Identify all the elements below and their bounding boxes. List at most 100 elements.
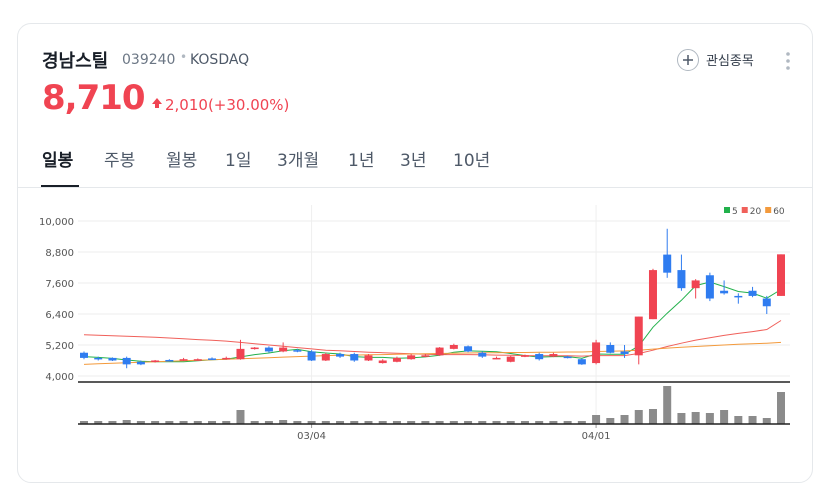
volume-bar [691, 412, 700, 424]
volume-bar [151, 421, 160, 424]
volume-bar [634, 410, 643, 424]
volume-bar [421, 421, 430, 424]
volume-bar [478, 421, 487, 424]
y-tick-label: 4,000 [45, 372, 74, 383]
candle-body [307, 351, 316, 361]
candle-body [364, 355, 373, 361]
candle-body [478, 352, 487, 357]
candle-body [748, 290, 757, 296]
watch-button[interactable]: 관심종목 [706, 54, 754, 69]
tab[interactable]: 3개월 [277, 151, 320, 171]
volume-bar [250, 421, 259, 424]
candle-body [620, 351, 629, 355]
y-tick-label: 5,200 [45, 341, 74, 352]
y-tick-label: 7,600 [45, 279, 74, 290]
tab[interactable]: 1년 [348, 151, 375, 171]
volume-bar [193, 421, 202, 424]
volume-bar [592, 415, 601, 424]
candle-body [435, 347, 444, 356]
ma-line [83, 281, 782, 363]
volume-bar [563, 421, 572, 424]
candle-body [677, 270, 686, 289]
candle-body [378, 360, 387, 364]
candle-body [279, 347, 288, 352]
volume-bar [108, 421, 117, 424]
volume-bar [80, 421, 88, 424]
candle-body [293, 350, 302, 352]
tab[interactable]: 10년 [453, 151, 491, 171]
candle-body [577, 359, 586, 365]
volume-bar [663, 386, 672, 424]
candle-body [136, 361, 145, 365]
candle-body [549, 354, 558, 357]
candle-body [122, 357, 131, 365]
volume-bar [350, 421, 359, 424]
volume-bar [293, 421, 302, 424]
tab[interactable]: 주봉 [104, 151, 136, 171]
candle-body [321, 354, 330, 361]
candle-body [151, 360, 160, 362]
candle-body [535, 354, 544, 360]
volume-bar [620, 415, 629, 424]
tab[interactable]: 일봉 [42, 151, 74, 171]
volume-bar [520, 421, 529, 424]
volume-bar [549, 421, 558, 424]
candle-body [449, 344, 458, 349]
tab[interactable]: 월봉 [166, 151, 198, 171]
volume-bar [762, 418, 771, 424]
candle-body [336, 354, 345, 357]
candle-body [520, 355, 529, 357]
tab[interactable]: 1일 [225, 151, 252, 171]
volume-bar [734, 416, 743, 424]
candle-body [222, 357, 231, 360]
y-tick-label: 6,400 [45, 310, 74, 321]
candle-body [691, 280, 700, 289]
watch-icon[interactable] [676, 48, 700, 72]
volume-bar [720, 410, 729, 424]
candle-body [648, 270, 657, 320]
legend-swatch [765, 207, 772, 213]
candle-body [592, 342, 601, 364]
volume-bar [136, 421, 145, 424]
candle-body [193, 359, 202, 361]
volume-bar [705, 413, 714, 424]
x-tick-label: 03/04 [297, 431, 326, 442]
volume-bar [535, 421, 544, 424]
volume-bar [777, 392, 785, 424]
candle-body [407, 355, 416, 360]
price: 8,710 [42, 78, 146, 118]
candle-body [80, 352, 88, 358]
y-tick-label: 8,800 [45, 248, 74, 259]
volume-bar [307, 421, 316, 424]
chart: 4,000 5,200 6,400 7,600 8,800 10,000 03/04 04/0… [39, 205, 790, 442]
volume-bar [122, 420, 131, 424]
legend-label: 60 [773, 207, 785, 217]
volume-bar [94, 421, 103, 424]
volume-bar [407, 421, 416, 424]
page: {"header": {"name": "경남스틸", "code": "039… [17, 23, 813, 483]
volume-bar [364, 421, 373, 424]
volume-bar [336, 421, 345, 424]
candle-body [464, 346, 473, 352]
ma-line [83, 320, 782, 357]
x-tick-label: 04/01 [582, 431, 611, 442]
tab[interactable]: 3년 [400, 151, 427, 171]
candle-body [108, 357, 117, 361]
volume-bar [279, 420, 288, 424]
legend-label: 5 [732, 207, 738, 217]
candle-body [264, 347, 273, 352]
candle-body [236, 348, 245, 360]
legend-swatch [724, 207, 730, 213]
candle-body [165, 359, 174, 362]
volume-bar [236, 410, 245, 424]
volume-bar [222, 421, 231, 424]
tab-underline [41, 185, 79, 187]
volume-bar [378, 421, 387, 424]
volume-bar [577, 421, 586, 424]
candle-body [506, 356, 515, 362]
more-menu[interactable] [784, 50, 792, 72]
candle-body [634, 316, 643, 356]
volume-bar [435, 421, 444, 424]
volume-bar [165, 421, 174, 424]
candle-body [179, 359, 188, 361]
